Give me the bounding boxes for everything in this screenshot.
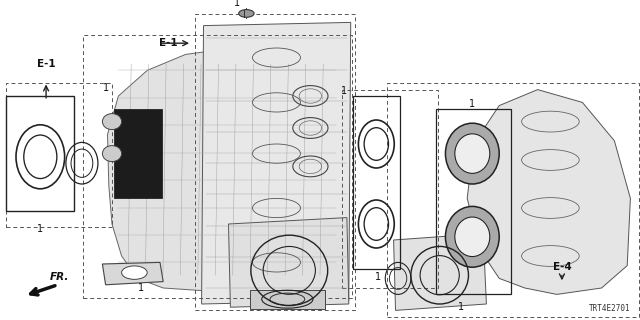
Bar (353, 96, 400, 269)
Bar (6, 83, 112, 227)
Polygon shape (102, 262, 163, 285)
Text: 1: 1 (37, 224, 44, 234)
Text: E-1: E-1 (159, 38, 178, 48)
Text: 1: 1 (138, 283, 144, 293)
Ellipse shape (122, 266, 147, 279)
Text: E-1: E-1 (36, 59, 56, 69)
Text: 1: 1 (341, 86, 348, 96)
Bar (195, 14, 355, 310)
Text: 1: 1 (374, 272, 381, 282)
Bar (114, 109, 162, 198)
Text: 1: 1 (234, 0, 240, 8)
Polygon shape (467, 90, 630, 294)
Text: 1: 1 (102, 83, 109, 93)
Text: TRT4E2701: TRT4E2701 (589, 304, 630, 313)
Bar (387, 83, 639, 317)
Ellipse shape (455, 217, 490, 257)
Bar (436, 109, 511, 294)
Ellipse shape (102, 114, 122, 130)
Circle shape (239, 10, 254, 17)
Ellipse shape (445, 123, 499, 184)
Text: FR.: FR. (50, 272, 69, 282)
Text: E-4: E-4 (552, 262, 572, 272)
Polygon shape (394, 234, 486, 310)
Text: 1: 1 (468, 99, 475, 109)
Polygon shape (108, 48, 342, 291)
Bar (342, 90, 438, 288)
Polygon shape (202, 22, 351, 304)
Bar (250, 290, 325, 309)
Ellipse shape (102, 146, 122, 162)
Bar (83, 35, 352, 298)
Text: 1: 1 (458, 302, 464, 312)
Ellipse shape (455, 134, 490, 173)
Polygon shape (228, 218, 349, 307)
Bar (6, 96, 74, 211)
Ellipse shape (445, 206, 499, 267)
